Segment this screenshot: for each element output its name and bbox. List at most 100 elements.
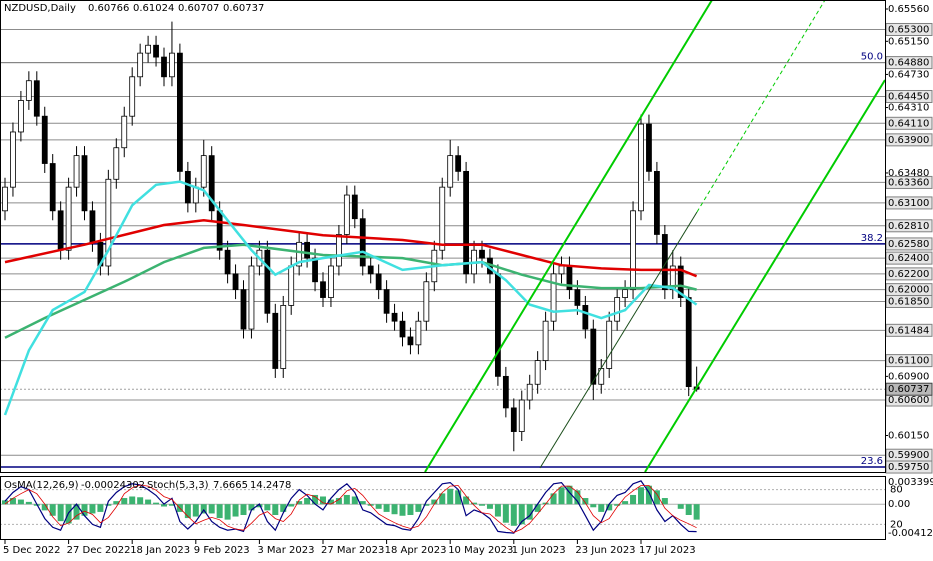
candle-body bbox=[518, 399, 525, 432]
candle-body bbox=[407, 336, 414, 346]
level-label: 0.61484 bbox=[888, 325, 929, 336]
osma-bar bbox=[25, 501, 32, 505]
level-label: 0.61850 bbox=[888, 296, 929, 307]
stoch-tick-label: 80 bbox=[890, 485, 903, 496]
candle-body bbox=[423, 281, 430, 322]
level-label: 0.59900 bbox=[888, 450, 929, 461]
stoch-tick-label: 20 bbox=[890, 519, 903, 530]
osma-bar bbox=[216, 504, 223, 519]
candles-layer bbox=[2, 21, 700, 452]
level-label: 0.64450 bbox=[888, 91, 929, 102]
osma-bar bbox=[232, 504, 239, 517]
indicator-tick-label: 0.00 bbox=[888, 499, 910, 510]
candle-body bbox=[312, 257, 318, 283]
level-label: 0.62000 bbox=[888, 285, 929, 296]
osma-bar bbox=[534, 504, 541, 512]
candle-body bbox=[49, 163, 56, 212]
candle-body bbox=[614, 297, 621, 322]
osma-bar bbox=[105, 504, 112, 506]
indicator-frame bbox=[0, 476, 886, 540]
candle-body bbox=[296, 241, 303, 267]
osma-bar bbox=[439, 493, 446, 505]
candle-body bbox=[646, 123, 652, 172]
overlay-layer bbox=[3, 180, 698, 416]
ma-line bbox=[4, 219, 698, 278]
osma-bar bbox=[375, 504, 382, 509]
osma-bar bbox=[359, 501, 366, 505]
stoch-name: Stoch(5,3,3) bbox=[147, 480, 209, 491]
candle-body bbox=[335, 234, 342, 267]
osma-bar bbox=[415, 504, 422, 512]
osma-bar bbox=[383, 504, 390, 512]
y-tick-label: 0.64730 bbox=[888, 69, 929, 80]
channel-line bbox=[539, 211, 698, 469]
candle-body bbox=[654, 170, 660, 235]
y-tick-label: 0.65560 bbox=[888, 4, 929, 15]
level-label: 0.62810 bbox=[888, 221, 929, 232]
level-label: 0.64110 bbox=[888, 118, 929, 129]
channel-line bbox=[696, 0, 826, 213]
x-tick-label: 27 Mar 2023 bbox=[321, 545, 384, 556]
candle-body bbox=[288, 265, 295, 306]
osma-bar bbox=[41, 504, 48, 511]
x-tick-label: 27 Dec 2022 bbox=[67, 545, 131, 556]
osma-bar bbox=[49, 504, 56, 516]
osma-bar bbox=[248, 504, 255, 511]
osma-bar bbox=[479, 504, 485, 506]
x-tick-label: 18 Apr 2023 bbox=[385, 545, 447, 556]
candle-body bbox=[502, 375, 509, 409]
header-close: 0.60737 bbox=[223, 3, 264, 14]
osma-bar bbox=[89, 504, 96, 514]
indicator-layer bbox=[0, 480, 885, 534]
level-label: 0.63100 bbox=[888, 198, 929, 209]
level-label: 0.62400 bbox=[888, 253, 929, 264]
candle-body bbox=[590, 328, 597, 385]
axis-layer: 0.65560 0.65150 0.64730 0.64310 0.63480 0.609… bbox=[3, 4, 933, 556]
stoch-line bbox=[4, 484, 697, 533]
osma-bar bbox=[574, 490, 581, 505]
osma-bar bbox=[161, 504, 167, 507]
osma-bar bbox=[137, 497, 144, 505]
fib-label: 50.0 bbox=[861, 52, 883, 63]
candle-body bbox=[367, 265, 374, 275]
osma-bar bbox=[645, 485, 652, 505]
level-label: 0.61100 bbox=[888, 356, 929, 367]
candle-body bbox=[661, 234, 668, 291]
osma-bar bbox=[685, 504, 692, 515]
x-tick-label: 23 Jun 2023 bbox=[575, 545, 635, 556]
candle-body bbox=[526, 383, 533, 401]
osma-bar bbox=[661, 498, 668, 505]
x-tick-label: 5 Dec 2022 bbox=[3, 545, 61, 556]
indicator-limit-label: -0.0041254 bbox=[888, 528, 933, 539]
channel-lines bbox=[424, 0, 886, 473]
header-low: 0.60707 bbox=[178, 3, 219, 14]
x-tick-label: 17 Jul 2023 bbox=[639, 545, 696, 556]
y-tick-label: 0.60150 bbox=[888, 430, 929, 441]
osma-bar bbox=[582, 498, 589, 505]
osma-bar bbox=[129, 496, 136, 505]
osma-value: -0.00024302 bbox=[81, 480, 145, 491]
stoch-line bbox=[4, 480, 697, 534]
osma-bar bbox=[304, 498, 311, 505]
osma-bar bbox=[320, 496, 326, 505]
candle-body bbox=[677, 265, 684, 298]
osma-bar bbox=[335, 498, 342, 505]
ma-line bbox=[4, 243, 697, 339]
candle-body bbox=[25, 80, 32, 101]
x-tick-label: 18 Jan 2023 bbox=[130, 545, 190, 556]
osma-bar bbox=[518, 504, 525, 525]
candle-body bbox=[264, 249, 271, 314]
osma-bar bbox=[606, 504, 613, 511]
candle-body bbox=[542, 320, 549, 362]
osma-bar bbox=[510, 504, 517, 526]
osma-bar bbox=[240, 504, 247, 515]
osma-bar bbox=[2, 500, 8, 505]
osma-bar bbox=[590, 504, 597, 508]
candle-body bbox=[606, 320, 613, 369]
osma-bar bbox=[153, 502, 160, 505]
ma-line bbox=[3, 180, 698, 416]
osma-bar bbox=[407, 504, 414, 515]
fib-label: 23.6 bbox=[861, 456, 883, 467]
candle-body bbox=[65, 186, 72, 251]
